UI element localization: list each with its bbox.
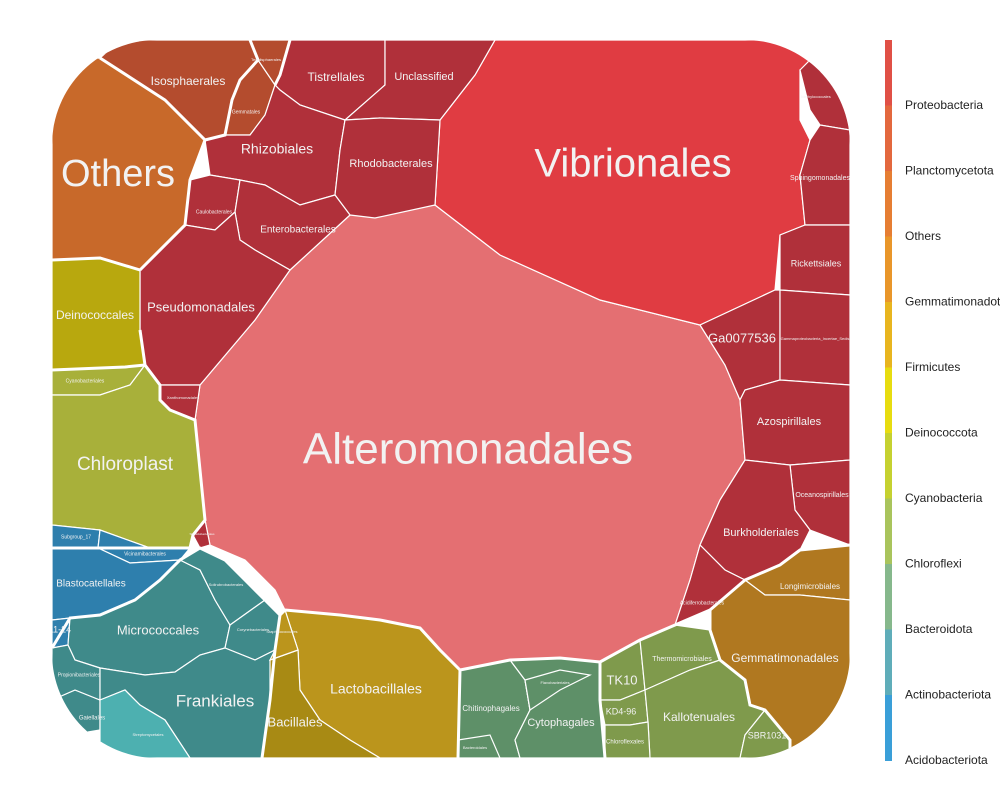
cell-label-chloroflexales: Chloroflexales	[606, 740, 644, 746]
group-border	[599, 608, 711, 664]
cell-rickettsiales	[779, 224, 850, 296]
cell-label-pseudomonadales: Pseudomonadales	[147, 299, 255, 314]
cell-label-thermomicrobiales: Thermomicrobiales	[652, 656, 712, 663]
group-border	[52, 256, 141, 272]
cell-label-others: Others	[61, 153, 175, 195]
legend-swatch-planctomycetota	[885, 105, 892, 172]
cell-streptomycetales	[99, 689, 192, 758]
cell-label-burkholderiales: Burkholderiales	[723, 527, 799, 539]
cell-label-vicinamibacterales: Vicinamibacterales	[124, 551, 166, 557]
group-border	[284, 608, 462, 672]
cell-label-subgroup-17: Subgroup_17	[61, 534, 91, 540]
group-border	[260, 614, 282, 758]
cell-label-tistrellales: Tistrellales	[308, 70, 365, 84]
legend-label-acidobacteriota: Acidobacteriota	[905, 753, 988, 767]
cell-label-streptomycetales: Streptomycetales	[133, 732, 164, 737]
cell-label-cytophagales: Cytophagales	[527, 717, 595, 729]
cell-label-gaiellales: Gaiellales	[79, 716, 105, 722]
cell-label-bacteroidales: Bacteroidales	[463, 745, 487, 750]
cell-label-xanthomonadales: Xanthomonadales	[167, 395, 199, 400]
legend-swatch-chloroflexi	[885, 498, 892, 565]
legend-label-actinobacteriota: Actinobacteriota	[905, 688, 991, 702]
cell-gammaproteobacteria-incertae-sedis	[779, 289, 850, 386]
cell-flavobacteriales	[524, 669, 592, 712]
legend-swatch-bacteroidota	[885, 564, 892, 630]
cell-sphingomonadales	[799, 124, 850, 226]
legend-label-proteobacteria: Proteobacteria	[905, 98, 983, 112]
cell-label-cyanobacteriales: Cyanobacteriales	[66, 378, 105, 384]
legend-label-deinococcota: Deinococcota	[905, 426, 978, 440]
legend-label-bacteroidota: Bacteroidota	[905, 622, 973, 636]
legend-swatch-acidobacteriota	[885, 695, 892, 761]
cell-label-isosphaerales: Isosphaerales	[151, 74, 226, 88]
cell-label-rhodobacterales: Rhodobacterales	[349, 158, 433, 170]
cell-rhodobacterales	[334, 117, 441, 219]
cell-label-corynebacteriales: Corynebacteriales	[237, 627, 269, 632]
treemap-cells	[52, 40, 850, 758]
cell-label-tepidisphaerales: Tepidisphaerales	[251, 57, 281, 62]
group-border	[138, 329, 207, 549]
group-border	[52, 546, 201, 649]
cell-label-methylococcales: Methylococcales	[801, 94, 831, 99]
cell-label-ga0077536: Ga0077536	[708, 330, 776, 345]
legend-label-firmicutes: Firmicutes	[905, 360, 960, 374]
cell-label-longimicrobiales: Longimicrobiales	[780, 582, 840, 591]
cell-label-rickettsiales: Rickettsiales	[791, 258, 842, 268]
cell-label-gemmatales: Gemmatales	[232, 109, 261, 115]
cell-label-steroidobacterales: Steroidobacterales	[189, 532, 215, 536]
group-border	[52, 363, 146, 372]
cell-label-enterobacterales: Enterobacterales	[260, 225, 336, 236]
cell-label-11-24: 11-24	[49, 624, 71, 634]
cell-label-caulobacterales: Caulobacterales	[196, 209, 233, 215]
cell-label-gemmatimonadales: Gemmatimonadales	[731, 651, 838, 665]
chart-legend: Proteobacteria Planctomycetota Others Gemma…	[885, 40, 1000, 767]
cell-label-rhizobiales: Rhizobiales	[241, 141, 313, 157]
cell-label-alteromonadales: Alteromonadales	[303, 425, 633, 474]
cell-label-azospirillales: Azospirillales	[757, 416, 822, 428]
cell-label-staphylococcales: Staphylococcales	[266, 629, 297, 634]
cell-label-oceanospirillales: Oceanospirillales	[795, 492, 849, 499]
legend-swatch-gemmatimonadota	[885, 236, 892, 303]
cell-label-lactobacillales: Lactobacillales	[330, 681, 422, 697]
treemap-labels: Alteromonadales Vibrionales Others Isosphae…	[49, 57, 850, 750]
legend-label-chloroflexi: Chloroflexi	[905, 557, 962, 571]
group-border	[204, 40, 260, 142]
cell-label-tk10: TK10	[606, 672, 637, 687]
legend-swatch-proteobacteria	[885, 40, 892, 106]
cell-label-frankiales: Frankiales	[176, 691, 254, 710]
cell-label-blastocatellales: Blastocatellales	[56, 579, 125, 590]
cell-label-solirubrobacterales: Solirubrobacterales	[209, 582, 243, 587]
cell-label-kallotenuales: Kallotenuales	[663, 710, 735, 724]
cell-label-bacillales: Bacillales	[268, 714, 323, 729]
cell-label-chloroplast: Chloroplast	[77, 454, 174, 475]
legend-swatch-actinobacteriota	[885, 629, 892, 696]
cell-label-kd4-96: KD4-96	[606, 706, 637, 716]
group-border	[709, 543, 850, 612]
group-border	[456, 656, 601, 758]
group-border	[598, 662, 607, 758]
cell-label-flavobacteriales: Flavobacteriales	[540, 680, 569, 685]
cell-label-sphingomonadales: Sphingomonadales	[790, 175, 850, 182]
group-border	[708, 610, 792, 758]
legend-label-gemmatimonadota: Gemmatimonadota	[905, 295, 1000, 309]
legend-label-cyanobacteria: Cyanobacteria	[905, 491, 983, 505]
cell-label-unclassified: Unclassified	[394, 71, 453, 83]
legend-swatch-others	[885, 171, 892, 237]
cell-label-chitinophagales: Chitinophagales	[462, 704, 519, 713]
legend-label-others: Others	[905, 229, 941, 243]
cell-label-micrococcales: Micrococcales	[117, 622, 200, 637]
legend-swatch-cyanobacteria	[885, 433, 892, 499]
group-border	[99, 56, 207, 272]
legend-label-planctomycetota: Planctomycetota	[905, 164, 994, 178]
legend-swatch-firmicutes	[885, 302, 892, 368]
cell-label-deinococcales: Deinococcales	[56, 308, 134, 322]
legend-swatch-deinococcota	[885, 367, 892, 434]
cell-label-sbr1031: SBR1031	[748, 730, 787, 740]
cell-label-propionibacteriales: Propionibacteriales	[58, 672, 101, 678]
cell-label-vibrionales: Vibrionales	[534, 142, 731, 186]
cell-label-acidiferrobacterales: Acidiferrobacterales	[680, 600, 725, 606]
cell-label-gammaproteobacteria-incertae-sedis: Gammaproteobacteria_Incertae_Sedis	[781, 336, 850, 341]
group-border	[273, 40, 292, 86]
